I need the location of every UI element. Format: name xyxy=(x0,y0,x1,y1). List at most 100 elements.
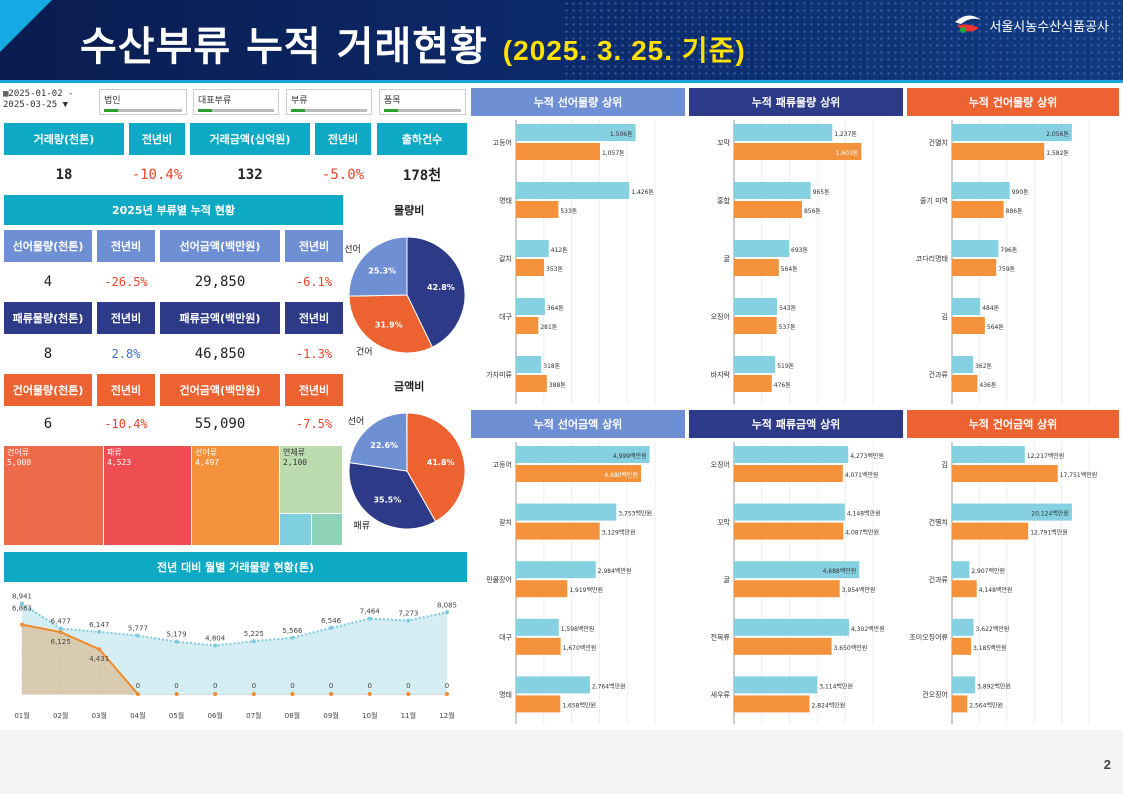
treemap-shell[interactable]: 패류 4,523 xyxy=(104,446,192,546)
category-label: 전복류 xyxy=(711,633,731,642)
prev-bar-label: 2,564백만원 xyxy=(969,701,1003,709)
current-bar-label: 362톤 xyxy=(975,363,992,370)
prev-bar-label: 533톤 xyxy=(560,208,577,215)
kpi-amount-yoy-header: 전년비 xyxy=(315,123,371,155)
category-label: 굴 xyxy=(724,576,731,584)
treemap-value: 5,000 xyxy=(7,458,32,467)
pie-slice-pct: 41.8% xyxy=(427,458,455,467)
current-bar-label: 364톤 xyxy=(547,305,564,312)
current-bar xyxy=(516,676,590,694)
current-year-point xyxy=(367,692,372,696)
current-bar xyxy=(734,503,845,521)
prev-bar-label: 564톤 xyxy=(987,324,1004,331)
prev-bar-label: 3,650백만원 xyxy=(834,644,868,652)
current-year-label: 0 xyxy=(174,682,178,690)
current-bar xyxy=(952,356,974,373)
category-label: 조미오징어류 xyxy=(909,633,948,642)
current-bar xyxy=(734,182,811,199)
footer-band xyxy=(0,730,1123,794)
kpi-volume-value: 18 xyxy=(55,167,73,183)
current-bar-label: 1,506톤 xyxy=(610,131,633,138)
category-label: 꼬막 xyxy=(717,138,730,147)
treemap-label: 건어류 xyxy=(7,448,30,457)
pie-slice xyxy=(349,412,408,472)
kpi-volume-yoy-header: 전년비 xyxy=(129,123,185,155)
fresh-amount-header: 선어금액(백만원) xyxy=(160,230,280,262)
treemap-fresh[interactable]: 선어류 4,497 xyxy=(192,446,280,546)
prev-year-label: 5,179 xyxy=(167,631,187,639)
month-tick-label: 01월 xyxy=(14,711,29,720)
category-label: 새우류 xyxy=(711,690,731,699)
prev-bar xyxy=(952,522,1029,540)
current-bar xyxy=(952,503,1072,521)
header-divider xyxy=(0,80,1123,83)
category-label: 건과류 xyxy=(929,575,949,584)
prev-bar-label: 759톤 xyxy=(998,266,1015,273)
date-range-picker[interactable]: ▦2025-01-02 - 2025-03-25 ▼ xyxy=(3,89,98,111)
prev-year-point xyxy=(213,643,218,648)
prev-bar xyxy=(734,201,802,218)
org-logo: 서울시농수산식품공사 xyxy=(953,14,1109,36)
amount-pie-title: 금액비 xyxy=(394,380,425,393)
current-bar-label: 543톤 xyxy=(779,305,796,312)
pie-slice-label: 건... xyxy=(469,449,470,460)
prev-year-label: 5,777 xyxy=(128,625,148,633)
filter-item[interactable]: 품목 xyxy=(379,89,466,115)
category-label: 건오징어 xyxy=(922,690,948,699)
category-label: 건멸치 xyxy=(929,138,948,147)
pie-slice-pct: 22.6% xyxy=(370,441,398,450)
shell-amount-header: 패류금액(백만원) xyxy=(160,302,280,334)
current-bar-label: 4,688백만원 xyxy=(823,567,857,575)
current-bar xyxy=(952,561,970,579)
prev-year-label: 5,225 xyxy=(244,630,264,638)
current-bar-label: 318톤 xyxy=(543,363,560,370)
org-emblem-icon xyxy=(955,15,982,33)
current-bar xyxy=(734,356,776,373)
title-date: (2025. 3. 25. 기준) xyxy=(502,35,746,66)
current-bar xyxy=(952,182,1010,199)
current-bar xyxy=(952,676,976,694)
prev-bar xyxy=(516,201,559,218)
treemap-label: 선어류 xyxy=(195,448,218,457)
current-year-line xyxy=(21,623,139,695)
treemap-other-b[interactable] xyxy=(312,514,343,546)
title-text: 수산부류 누적 거래현황 xyxy=(80,24,488,70)
calendar-icon: ▦ xyxy=(3,89,9,99)
current-bar-label: 484톤 xyxy=(982,305,999,312)
treemap-label: 연체류 xyxy=(283,448,306,457)
category-label: 홍합 xyxy=(717,196,730,205)
filter-corp[interactable]: 법인 xyxy=(99,89,187,115)
shell-amount-yoy-header: 전년비 xyxy=(285,302,343,334)
prev-bar-label: 281톤 xyxy=(540,324,557,331)
prev-bar xyxy=(516,143,600,160)
category-label: 건멸치 xyxy=(929,517,948,526)
prev-bar xyxy=(734,375,772,392)
current-bar-label: 1,237톤 xyxy=(834,131,857,138)
monthly-volume-chart: 8,941 6,477 6,147 5,777 5,179 4,804 5,225 5,566… xyxy=(12,593,457,720)
current-year-label: 0 xyxy=(136,682,140,690)
corner-accent xyxy=(0,0,52,52)
category-label: 오징어 xyxy=(711,460,730,469)
current-year-point xyxy=(406,692,411,696)
treemap-other-a[interactable] xyxy=(280,514,312,546)
current-year-label: 0 xyxy=(367,682,371,690)
month-tick-label: 12월 xyxy=(439,711,454,720)
prev-bar xyxy=(952,637,971,655)
current-bar xyxy=(516,503,617,521)
prev-bar-label: 537톤 xyxy=(779,324,796,331)
category-label: 가자미류 xyxy=(486,370,512,379)
prev-bar xyxy=(952,143,1045,160)
filter-category[interactable]: 부류 xyxy=(286,89,372,115)
prev-year-label: 6,147 xyxy=(89,621,109,629)
current-year-label: 0 xyxy=(445,682,449,690)
current-bar-label: 4,302백만원 xyxy=(851,625,885,633)
prev-bar xyxy=(952,375,978,392)
category-label: 오징어 xyxy=(711,312,730,321)
prev-bar xyxy=(734,522,844,540)
filter-main-category[interactable]: 대표부류 xyxy=(193,89,279,115)
category-label: 바지락 xyxy=(711,370,731,379)
treemap-dried[interactable]: 건어류 5,000 xyxy=(4,446,104,546)
treemap-mollusc[interactable]: 연체류 2,100 xyxy=(280,446,343,514)
